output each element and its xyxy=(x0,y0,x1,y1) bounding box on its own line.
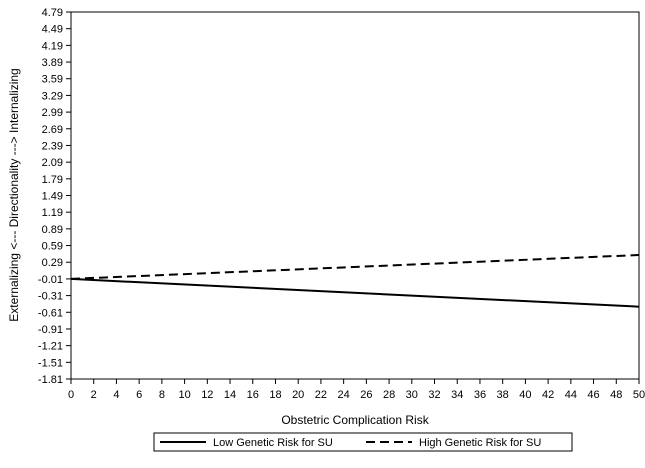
plot-frame xyxy=(70,11,640,380)
y-tick-label: 1.19 xyxy=(42,207,63,219)
x-tick-label: 26 xyxy=(360,389,372,401)
y-tick-label: 1.49 xyxy=(42,191,63,203)
y-axis: 4.79 4.49 4.19 3.89 3.59 3.29 2.99 2.69 2.39 2.09… xyxy=(38,7,71,386)
x-tick-label: 30 xyxy=(406,389,418,401)
x-tick-label: 28 xyxy=(383,389,395,401)
y-tick-label: 2.69 xyxy=(42,124,63,136)
x-tick-label: 34 xyxy=(451,389,463,401)
series-line-high-genetic-risk xyxy=(70,254,640,280)
x-axis: 0 2 4 6 8 10 12 14 16 18 20 22 24 26 28 30 32 34 36 38 40 42 4… xyxy=(68,379,645,401)
x-tick-label: 14 xyxy=(224,389,236,401)
x-tick-label: 46 xyxy=(587,389,599,401)
y-tick-label: 4.19 xyxy=(42,40,63,52)
x-tick-label: 8 xyxy=(159,389,165,401)
y-tick-label: -0.61 xyxy=(38,307,63,319)
x-tick-label: 50 xyxy=(633,389,645,401)
y-tick-label: -1.21 xyxy=(38,341,63,353)
x-tick-label: 4 xyxy=(113,389,119,401)
y-tick-label: 0.89 xyxy=(42,224,63,236)
legend-label-high: High Genetic Risk for SU xyxy=(419,437,541,449)
y-tick-label: -1.81 xyxy=(38,374,63,386)
legend: Low Genetic Risk for SU High Genetic Ris… xyxy=(153,432,573,452)
x-tick-label: 32 xyxy=(428,389,440,401)
x-tick-label: 20 xyxy=(292,389,304,401)
y-tick-label: 3.89 xyxy=(42,57,63,69)
y-tick-label: -0.31 xyxy=(38,291,63,303)
x-tick-label: 22 xyxy=(315,389,327,401)
y-tick-label: 2.99 xyxy=(42,107,63,119)
y-tick-label: 2.39 xyxy=(42,140,63,152)
y-tick-label: 2.09 xyxy=(42,157,63,169)
y-tick-label: 1.79 xyxy=(42,174,63,186)
y-tick-label: 4.49 xyxy=(42,24,63,36)
x-tick-label: 24 xyxy=(338,389,350,401)
legend-box xyxy=(153,432,573,452)
x-tick-label: 10 xyxy=(178,389,190,401)
x-tick-label: 18 xyxy=(269,389,281,401)
x-tick-label: 12 xyxy=(201,389,213,401)
y-tick-label: 3.59 xyxy=(42,74,63,86)
series-lines xyxy=(70,254,640,308)
y-axis-title: Externalizing <--- Directionality ---> I… xyxy=(7,68,21,321)
x-tick-label: 42 xyxy=(542,389,554,401)
x-tick-label: 40 xyxy=(519,389,531,401)
y-tick-label: -1.51 xyxy=(38,357,63,369)
x-tick-label: 6 xyxy=(136,389,142,401)
y-tick-label: 0.59 xyxy=(42,241,63,253)
x-tick-label: 48 xyxy=(610,389,622,401)
x-tick-label: 16 xyxy=(247,389,259,401)
x-tick-label: 38 xyxy=(497,389,509,401)
legend-label-low: Low Genetic Risk for SU xyxy=(213,437,333,449)
y-tick-label: 0.29 xyxy=(42,257,63,269)
series-line-low-genetic-risk xyxy=(70,277,640,308)
y-tick-label: -0.01 xyxy=(38,274,63,286)
y-tick-label: 3.29 xyxy=(42,90,63,102)
x-tick-label: 36 xyxy=(474,389,486,401)
x-tick-label: 2 xyxy=(91,389,97,401)
x-tick-label: 0 xyxy=(68,389,74,401)
y-tick-label: 4.79 xyxy=(42,7,63,19)
x-axis-title: Obstetric Complication Risk xyxy=(281,413,429,427)
y-tick-label: -0.91 xyxy=(38,324,63,336)
x-tick-label: 44 xyxy=(565,389,577,401)
